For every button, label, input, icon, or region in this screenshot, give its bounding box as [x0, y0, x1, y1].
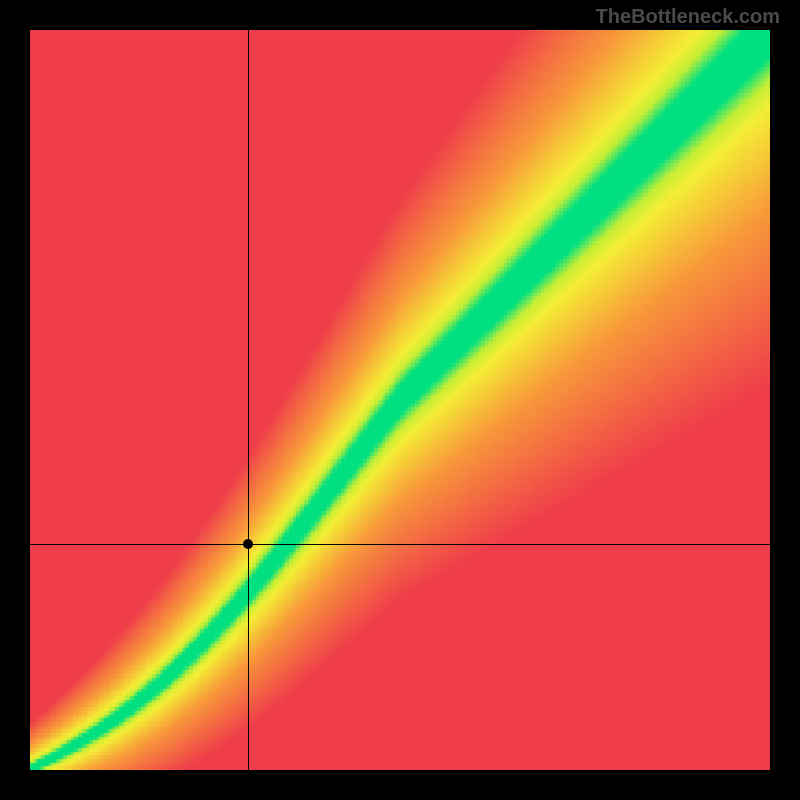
- crosshair-vertical: [248, 30, 249, 770]
- data-point-marker: [243, 539, 253, 549]
- watermark-text: TheBottleneck.com: [596, 6, 780, 29]
- heatmap-plot: [30, 30, 770, 770]
- crosshair-horizontal: [30, 544, 770, 545]
- heatmap-canvas: [30, 30, 770, 770]
